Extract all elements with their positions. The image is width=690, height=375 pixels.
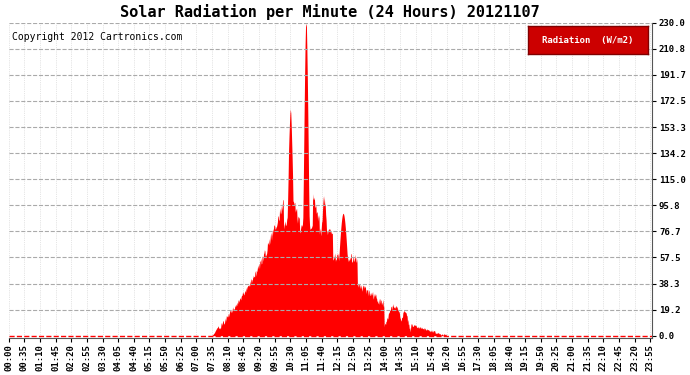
Title: Solar Radiation per Minute (24 Hours) 20121107: Solar Radiation per Minute (24 Hours) 20…	[121, 4, 540, 20]
Text: Copyright 2012 Cartronics.com: Copyright 2012 Cartronics.com	[12, 32, 182, 42]
